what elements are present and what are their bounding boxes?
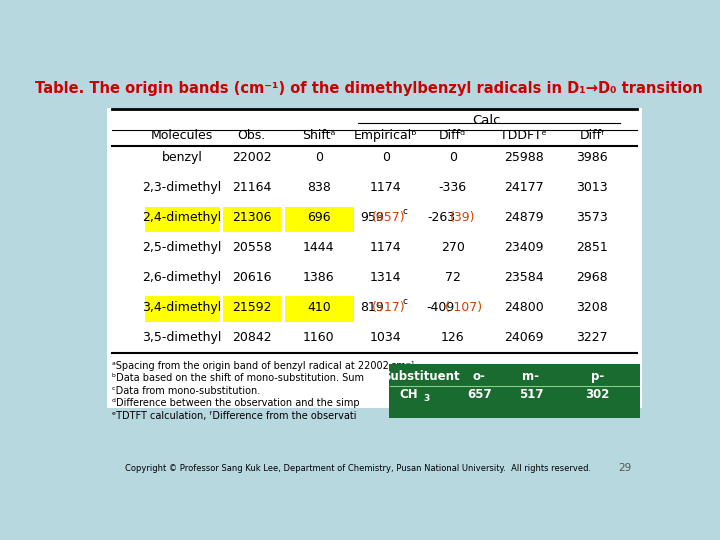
- Text: 0: 0: [382, 151, 390, 164]
- Text: 2,4-dimethyl: 2,4-dimethyl: [143, 211, 222, 224]
- Text: 1174: 1174: [370, 181, 402, 194]
- Text: ᶜData from mono-substitution.: ᶜData from mono-substitution.: [112, 386, 261, 396]
- Bar: [223, 296, 282, 322]
- Text: Copyright © Professor Sang Kuk Lee, Department of Chemistry, Pusan National Univ: Copyright © Professor Sang Kuk Lee, Depa…: [125, 464, 591, 473]
- Text: Diffᵈ: Diffᵈ: [439, 129, 467, 142]
- Text: 959: 959: [361, 211, 384, 224]
- Text: Diffᶠ: Diffᶠ: [580, 129, 605, 142]
- Text: 22002: 22002: [232, 151, 271, 164]
- Bar: [107, 109, 642, 408]
- Text: 29: 29: [618, 463, 631, 473]
- Bar: [223, 207, 282, 232]
- Text: 2968: 2968: [577, 271, 608, 284]
- Text: Obs.: Obs.: [238, 129, 266, 142]
- Text: benzyl: benzyl: [161, 151, 202, 164]
- Text: -336: -336: [438, 181, 467, 194]
- Text: 696: 696: [307, 211, 330, 224]
- Text: 21164: 21164: [232, 181, 271, 194]
- Text: 3573: 3573: [576, 211, 608, 224]
- Bar: [389, 364, 639, 418]
- Bar: [145, 296, 220, 322]
- Text: ᵈDifference between the observation and the simp: ᵈDifference between the observation and …: [112, 399, 360, 408]
- Text: 23409: 23409: [504, 241, 544, 254]
- Text: Calc.: Calc.: [472, 114, 505, 127]
- Text: 1314: 1314: [370, 271, 402, 284]
- Text: 23584: 23584: [504, 271, 544, 284]
- Text: 2851: 2851: [576, 241, 608, 254]
- Text: Shiftᵃ: Shiftᵃ: [302, 129, 336, 142]
- Text: 0: 0: [315, 151, 323, 164]
- Text: 3208: 3208: [576, 301, 608, 314]
- Text: 21592: 21592: [232, 301, 271, 314]
- Text: 24879: 24879: [504, 211, 544, 224]
- Text: 0: 0: [449, 151, 456, 164]
- Bar: [284, 296, 354, 322]
- Text: 1174: 1174: [370, 241, 402, 254]
- Text: o-: o-: [473, 370, 486, 383]
- Text: 1034: 1034: [370, 330, 402, 343]
- Text: 2,5-dimethyl: 2,5-dimethyl: [143, 241, 222, 254]
- Text: 20616: 20616: [232, 271, 271, 284]
- Text: -409: -409: [426, 301, 454, 314]
- Text: (657): (657): [372, 211, 406, 224]
- Text: m-: m-: [522, 370, 539, 383]
- Text: 72: 72: [445, 271, 461, 284]
- Text: (39): (39): [450, 211, 475, 224]
- Text: 838: 838: [307, 181, 330, 194]
- Text: 819: 819: [361, 301, 384, 314]
- Text: 517: 517: [518, 388, 543, 401]
- Text: 1444: 1444: [303, 241, 335, 254]
- Text: 21306: 21306: [232, 211, 271, 224]
- Text: 3: 3: [423, 394, 429, 403]
- Text: ᵃSpacing from the origin band of benzyl radical at 22002 cm⁻¹.: ᵃSpacing from the origin band of benzyl …: [112, 361, 418, 371]
- Text: 2,6-dimethyl: 2,6-dimethyl: [143, 271, 222, 284]
- Text: 3227: 3227: [577, 330, 608, 343]
- Text: 410: 410: [307, 301, 330, 314]
- Text: p-: p-: [591, 370, 604, 383]
- Text: Molecules: Molecules: [151, 129, 213, 142]
- Text: 657: 657: [467, 388, 492, 401]
- Text: (517): (517): [372, 301, 406, 314]
- Bar: [284, 207, 354, 232]
- Text: 3,5-dimethyl: 3,5-dimethyl: [143, 330, 222, 343]
- Text: TDDFTᵉ: TDDFTᵉ: [500, 129, 547, 142]
- Text: 1386: 1386: [303, 271, 335, 284]
- Text: Substituent: Substituent: [382, 370, 459, 383]
- Text: c: c: [402, 298, 408, 306]
- Text: 25988: 25988: [504, 151, 544, 164]
- Text: 24800: 24800: [504, 301, 544, 314]
- Text: 302: 302: [585, 388, 610, 401]
- Text: Empiricalᵇ: Empiricalᵇ: [354, 129, 418, 142]
- Text: CH: CH: [399, 388, 418, 401]
- Text: Table. The origin bands (cm⁻¹) of the dimethylbenzyl radicals in D₁→D₀ transitio: Table. The origin bands (cm⁻¹) of the di…: [35, 80, 703, 96]
- Text: 20558: 20558: [232, 241, 271, 254]
- Text: 3013: 3013: [577, 181, 608, 194]
- Text: 20842: 20842: [232, 330, 271, 343]
- Text: ᵇData based on the shift of mono-substitution. Sum: ᵇData based on the shift of mono-substit…: [112, 373, 364, 383]
- Bar: [145, 207, 220, 232]
- Text: ᵉTDTFT calculation, ᶠDifference from the observati: ᵉTDTFT calculation, ᶠDifference from the…: [112, 411, 357, 421]
- Text: 24177: 24177: [504, 181, 544, 194]
- Text: 126: 126: [441, 330, 464, 343]
- Text: -263: -263: [428, 211, 456, 224]
- Text: 2,3-dimethyl: 2,3-dimethyl: [143, 181, 222, 194]
- Text: 24069: 24069: [504, 330, 544, 343]
- Text: 3,4-dimethyl: 3,4-dimethyl: [143, 301, 222, 314]
- Text: 270: 270: [441, 241, 464, 254]
- Text: 1160: 1160: [303, 330, 335, 343]
- Text: (-107): (-107): [445, 301, 483, 314]
- Text: 3986: 3986: [577, 151, 608, 164]
- Text: c: c: [402, 207, 408, 217]
